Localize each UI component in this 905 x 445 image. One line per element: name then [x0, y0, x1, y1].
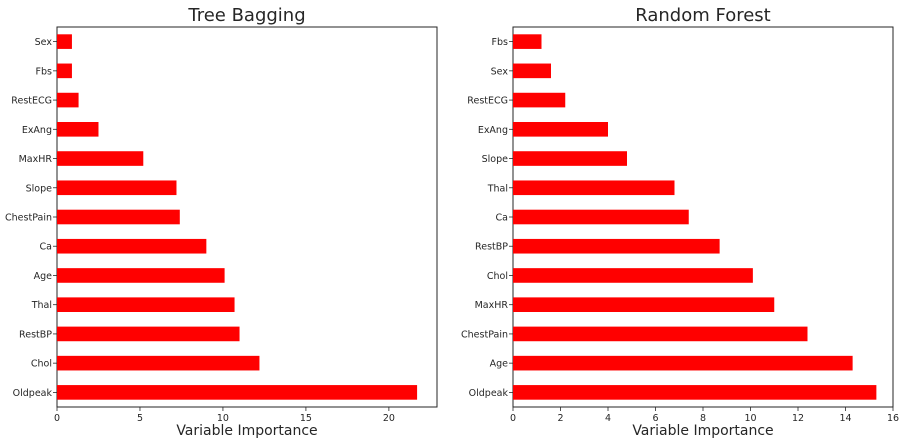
bar — [57, 180, 177, 196]
y-tick-label: Chol — [31, 359, 52, 370]
bar — [57, 63, 72, 79]
bar — [513, 326, 808, 342]
bar — [57, 385, 418, 400]
bar — [513, 297, 775, 312]
bar — [513, 63, 551, 79]
x-tick-label: 12 — [792, 413, 804, 424]
x-tick-label: 2 — [557, 413, 563, 424]
x-tick-label: 6 — [652, 413, 658, 424]
x-tick-label: 16 — [887, 413, 899, 424]
y-tick-label: ChestPain — [461, 329, 508, 340]
y-tick-label: Age — [34, 271, 53, 282]
y-tick-label: Sex — [35, 37, 53, 48]
y-tick-label: Fbs — [492, 37, 508, 48]
bar — [513, 385, 877, 400]
y-tick-label: RestBP — [19, 329, 52, 340]
x-tick-label: 15 — [300, 413, 312, 424]
bar — [57, 326, 240, 342]
y-tick-label: RestECG — [467, 96, 508, 107]
y-tick-label: ExAng — [478, 125, 508, 136]
bar — [57, 34, 72, 49]
y-tick-label: Ca — [40, 242, 52, 253]
bar — [57, 122, 99, 137]
chart-title: Random Forest — [635, 5, 770, 26]
y-tick-label: ExAng — [22, 125, 52, 136]
bar — [513, 238, 720, 254]
chart-title: Tree Bagging — [187, 5, 305, 26]
bar — [513, 268, 753, 283]
x-tick-label: 20 — [383, 413, 395, 424]
x-tick-label: 8 — [700, 413, 706, 424]
x-axis-label: Variable Importance — [176, 423, 317, 439]
y-tick-label: ChestPain — [5, 213, 52, 224]
y-tick-label: Oldpeak — [469, 388, 509, 399]
bar — [57, 151, 144, 166]
bar — [57, 238, 207, 254]
y-tick-label: RestBP — [475, 242, 508, 253]
y-tick-label: Chol — [487, 271, 508, 282]
bar — [57, 268, 225, 283]
y-tick-label: Oldpeak — [13, 388, 53, 399]
x-tick-label: 14 — [839, 413, 851, 424]
y-tick-label: MaxHR — [19, 154, 53, 165]
x-tick-label: 0 — [54, 413, 60, 424]
y-tick-label: MaxHR — [475, 300, 509, 311]
bar-marks: Fbs Sex RestECG ExAng Slope Thal Ca RestBP Chol M… — [461, 34, 899, 424]
y-tick-label: Slope — [482, 154, 509, 165]
y-tick-label: Thal — [31, 300, 52, 311]
bar-marks: Sex Fbs RestECG ExAng MaxHR Slope ChestPain Ca A… — [5, 34, 418, 424]
x-axis-label: Variable Importance — [632, 423, 773, 439]
y-tick-label: Age — [490, 359, 509, 370]
y-tick-label: Ca — [496, 213, 508, 224]
x-tick-label: 10 — [744, 413, 756, 424]
bar — [513, 92, 566, 108]
y-tick-label: Thal — [487, 183, 508, 194]
y-tick-label: Fbs — [36, 66, 52, 77]
bar — [513, 355, 853, 371]
x-tick-label: 4 — [605, 413, 611, 424]
bar — [513, 180, 675, 196]
bar — [57, 92, 79, 108]
chart-tree-bagging: Tree Bagging Variable Importance Sex Fbs R… — [5, 5, 438, 439]
y-tick-label: RestECG — [11, 96, 52, 107]
bar — [57, 297, 235, 312]
y-tick-label: Sex — [491, 66, 509, 77]
x-tick-label: 5 — [137, 413, 143, 424]
bar — [513, 209, 689, 225]
y-tick-label: Slope — [26, 183, 53, 194]
chart-random-forest: Random Forest Variable Importance Fbs Sex… — [461, 5, 899, 439]
bar — [513, 34, 542, 49]
x-tick-label: 10 — [217, 413, 229, 424]
bar — [513, 151, 627, 166]
bar — [57, 209, 180, 225]
bar — [57, 355, 260, 371]
bar — [513, 122, 608, 137]
x-tick-label: 0 — [510, 413, 516, 424]
